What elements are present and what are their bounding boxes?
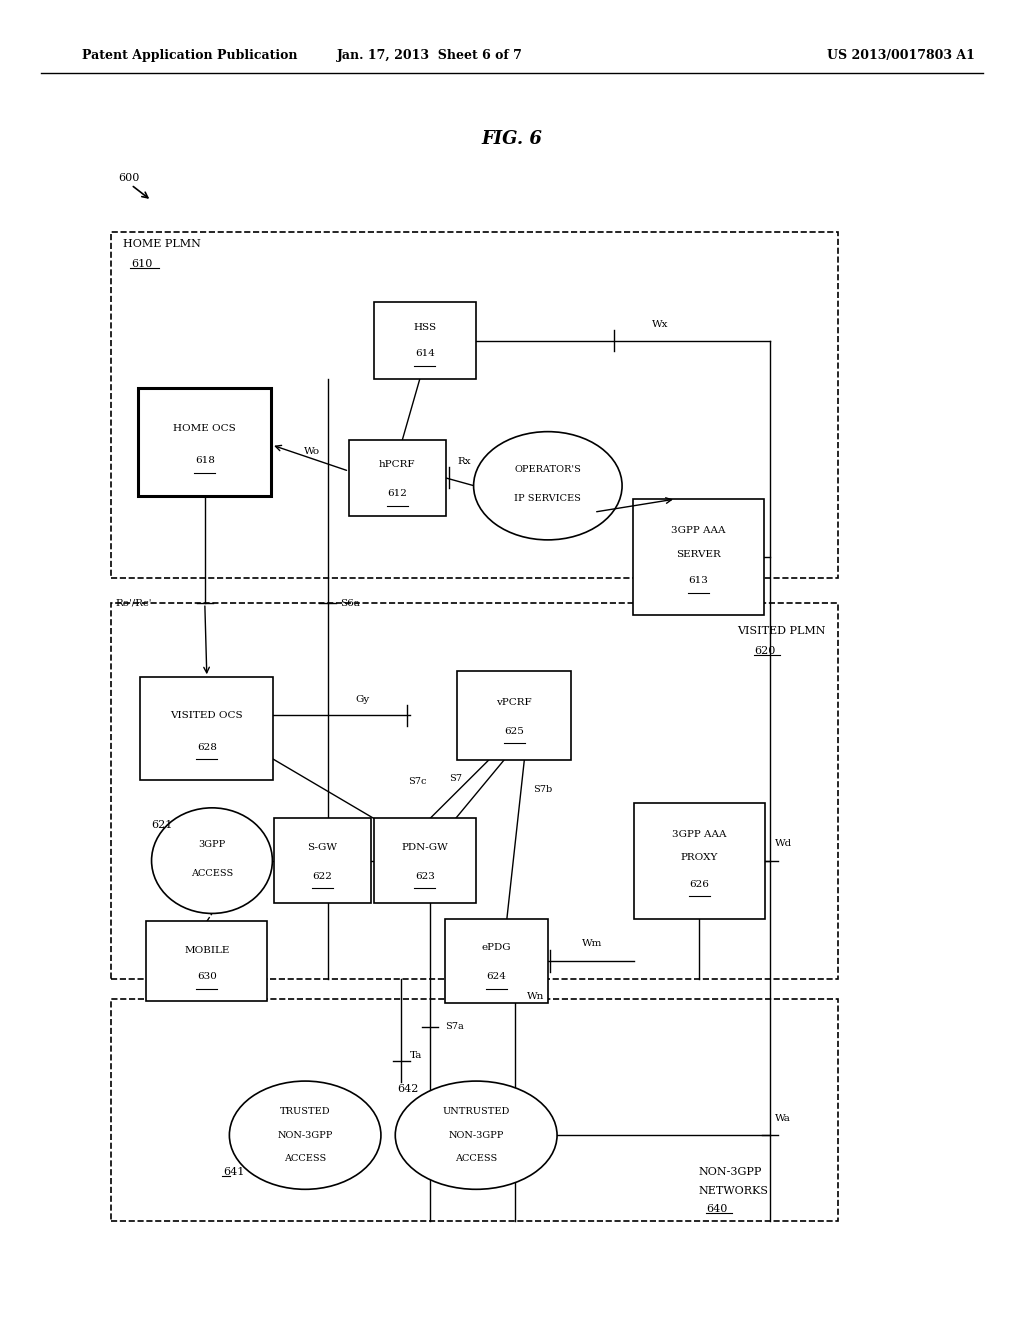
Text: NON-3GPP: NON-3GPP xyxy=(449,1131,504,1139)
FancyBboxPatch shape xyxy=(457,671,571,760)
Text: 623: 623 xyxy=(415,873,435,880)
Text: SERVER: SERVER xyxy=(676,550,721,558)
Text: 613: 613 xyxy=(688,577,709,585)
Text: VISITED PLMN: VISITED PLMN xyxy=(737,626,825,636)
Text: 628: 628 xyxy=(197,743,217,751)
Text: PDN-GW: PDN-GW xyxy=(401,843,449,851)
Text: 610: 610 xyxy=(131,259,153,269)
FancyBboxPatch shape xyxy=(348,440,446,516)
Text: Wo: Wo xyxy=(304,447,321,455)
Text: NETWORKS: NETWORKS xyxy=(698,1185,768,1196)
Text: MOBILE: MOBILE xyxy=(184,946,229,954)
Text: TRUSTED: TRUSTED xyxy=(280,1107,331,1115)
Text: 600: 600 xyxy=(118,173,139,183)
Text: Ro'/Rc': Ro'/Rc' xyxy=(115,599,152,607)
Text: Jan. 17, 2013  Sheet 6 of 7: Jan. 17, 2013 Sheet 6 of 7 xyxy=(337,49,523,62)
Ellipse shape xyxy=(473,432,623,540)
Text: HSS: HSS xyxy=(414,323,436,331)
FancyBboxPatch shape xyxy=(140,677,273,780)
FancyBboxPatch shape xyxy=(374,818,476,903)
FancyBboxPatch shape xyxy=(634,803,765,919)
Text: 3GPP: 3GPP xyxy=(199,841,225,849)
Text: 641: 641 xyxy=(223,1167,245,1177)
Text: 624: 624 xyxy=(486,973,507,981)
Text: UNTRUSTED: UNTRUSTED xyxy=(442,1107,510,1115)
Text: Rx: Rx xyxy=(457,458,471,466)
Text: 626: 626 xyxy=(689,880,710,888)
Text: VISITED OCS: VISITED OCS xyxy=(171,711,243,719)
Text: 625: 625 xyxy=(504,727,524,735)
FancyBboxPatch shape xyxy=(138,388,271,496)
Text: Ta: Ta xyxy=(410,1052,422,1060)
Text: 3GPP AAA: 3GPP AAA xyxy=(672,830,727,838)
Text: Patent Application Publication: Patent Application Publication xyxy=(82,49,297,62)
Text: 622: 622 xyxy=(312,873,333,880)
Text: Wn: Wn xyxy=(527,993,545,1001)
Text: S7a: S7a xyxy=(445,1023,464,1031)
Ellipse shape xyxy=(229,1081,381,1189)
Text: S7c: S7c xyxy=(409,777,427,785)
Text: PROXY: PROXY xyxy=(681,854,718,862)
Text: S-GW: S-GW xyxy=(307,843,338,851)
FancyBboxPatch shape xyxy=(633,499,764,615)
Text: 642: 642 xyxy=(397,1084,419,1094)
Text: Gy: Gy xyxy=(355,696,370,704)
Text: Wa: Wa xyxy=(775,1114,792,1122)
FancyBboxPatch shape xyxy=(274,818,371,903)
Text: 630: 630 xyxy=(197,973,217,981)
Text: hPCRF: hPCRF xyxy=(379,461,416,469)
Text: 3GPP AAA: 3GPP AAA xyxy=(671,527,726,535)
Text: US 2013/0017803 A1: US 2013/0017803 A1 xyxy=(827,49,975,62)
Text: Wm: Wm xyxy=(582,940,602,948)
Text: OPERATOR'S: OPERATOR'S xyxy=(514,466,582,474)
Text: HOME PLMN: HOME PLMN xyxy=(123,239,201,249)
Text: FIG. 6: FIG. 6 xyxy=(481,129,543,148)
FancyBboxPatch shape xyxy=(374,302,476,379)
Text: S6a: S6a xyxy=(340,599,359,607)
Text: Wx: Wx xyxy=(652,321,669,329)
Text: 621: 621 xyxy=(152,820,173,830)
Text: Wd: Wd xyxy=(775,840,793,847)
Text: ACCESS: ACCESS xyxy=(455,1155,498,1163)
Text: vPCRF: vPCRF xyxy=(497,698,531,706)
Text: S7b: S7b xyxy=(534,785,552,793)
FancyBboxPatch shape xyxy=(146,921,267,1001)
Text: HOME OCS: HOME OCS xyxy=(173,425,237,433)
Text: ACCESS: ACCESS xyxy=(284,1155,327,1163)
Text: 612: 612 xyxy=(387,490,408,498)
Text: 620: 620 xyxy=(755,645,776,656)
Text: IP SERVICES: IP SERVICES xyxy=(514,495,582,503)
FancyBboxPatch shape xyxy=(445,919,548,1003)
Ellipse shape xyxy=(395,1081,557,1189)
Text: 640: 640 xyxy=(707,1204,728,1214)
Text: NON-3GPP: NON-3GPP xyxy=(278,1131,333,1139)
Text: NON-3GPP: NON-3GPP xyxy=(698,1167,762,1177)
Ellipse shape xyxy=(152,808,272,913)
Text: ACCESS: ACCESS xyxy=(190,870,233,878)
Text: S7: S7 xyxy=(450,775,462,783)
Text: 614: 614 xyxy=(415,350,435,358)
Text: ePDG: ePDG xyxy=(482,944,511,952)
Text: 618: 618 xyxy=(195,457,215,465)
